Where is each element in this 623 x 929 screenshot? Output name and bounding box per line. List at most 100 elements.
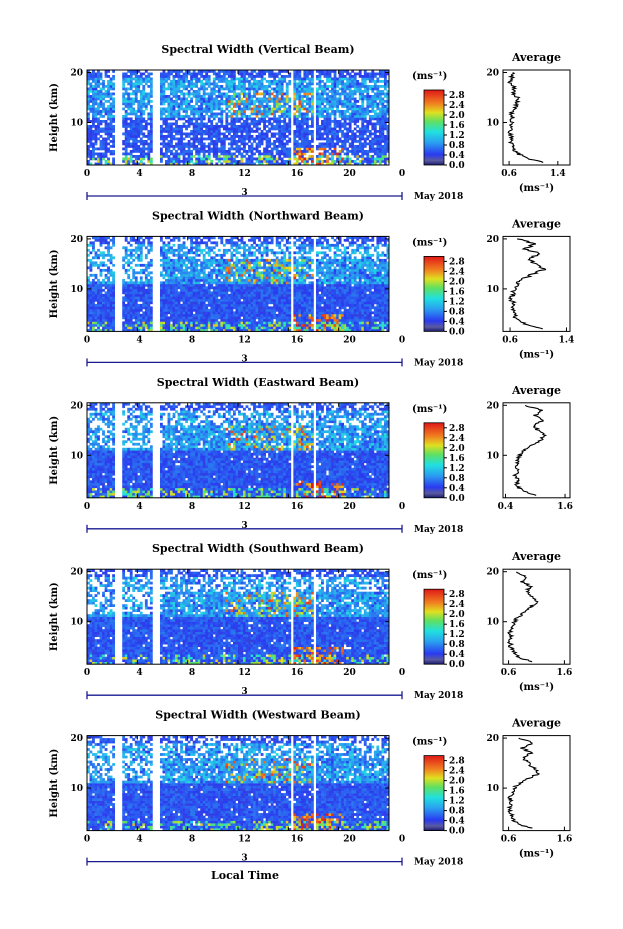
heatmap-cell [295, 301, 299, 305]
heatmap-cell [255, 326, 259, 330]
heatmap-cell [129, 130, 133, 133]
heatmap-cell [321, 318, 324, 322]
heatmap-cell [134, 318, 138, 322]
heatmap-cell [99, 303, 103, 307]
heatmap-cell [180, 75, 183, 78]
heatmap-cell [192, 117, 196, 121]
heatmap-cell [265, 326, 269, 330]
heatmap-cell [230, 318, 234, 322]
heatmap-cell [248, 298, 251, 302]
heatmap-cell [240, 147, 244, 151]
heatmap-cell [263, 157, 266, 161]
heatmap-cell [368, 308, 372, 312]
heatmap-cell [139, 122, 143, 126]
heatmap-cell [202, 321, 206, 325]
heatmap-cell [298, 95, 302, 98]
heatmap-cell [316, 130, 319, 133]
heatmap-cell [187, 117, 191, 121]
heatmap-cell [275, 301, 279, 305]
heatmap-cell [300, 112, 304, 116]
heatmap-cell [139, 152, 143, 156]
heatmap-cell [343, 97, 347, 101]
heatmap-cell [371, 85, 375, 88]
heatmap-cell [225, 130, 229, 133]
heatmap-cell [351, 115, 355, 118]
heatmap-cell [270, 157, 274, 161]
heatmap-cell [343, 115, 347, 118]
heatmap-cell [368, 117, 372, 121]
heatmap-cell [92, 100, 95, 103]
heatmap-cell [149, 87, 153, 91]
heatmap-cell [180, 127, 183, 131]
heatmap-cell [295, 95, 299, 98]
heatmap-cell [333, 313, 337, 317]
heatmap-cell [185, 313, 188, 317]
heatmap-cell [182, 298, 186, 302]
heatmap-cell [170, 145, 173, 148]
heatmap-cell [197, 90, 201, 93]
heatmap-cell [129, 120, 133, 123]
heatmap-cell [227, 313, 231, 317]
heatmap-cell [310, 308, 314, 312]
heatmap-cell [268, 140, 272, 143]
heatmap-cell [356, 301, 360, 305]
heatmap-cell [107, 142, 110, 146]
heatmap-cell [373, 75, 377, 78]
heatmap-cell [200, 311, 204, 315]
heatmap-cell [175, 102, 178, 106]
heatmap-cell [328, 85, 332, 88]
average-y-tick-label: 20 [486, 69, 499, 79]
heatmap-cell [99, 157, 103, 161]
heatmap-cell [89, 293, 93, 297]
heatmap-cell [197, 293, 201, 297]
heatmap-cell [356, 105, 360, 108]
heatmap-cell [243, 75, 246, 78]
heatmap-cell [280, 85, 284, 88]
heatmap-cell [175, 120, 178, 123]
heatmap-cell [321, 127, 324, 131]
heatmap-cell [235, 321, 239, 325]
heatmap-cell [273, 120, 277, 123]
heatmap-cell [202, 70, 206, 73]
heatmap-cell [182, 102, 186, 106]
heatmap-cell [190, 130, 193, 133]
heatmap-cell [283, 306, 287, 310]
heatmap-cell [134, 130, 138, 133]
heatmap-cell [248, 122, 251, 126]
heatmap-cell [177, 82, 181, 86]
heatmap-cell [107, 306, 110, 310]
heatmap-cell [258, 92, 261, 96]
heatmap-cell [328, 142, 332, 146]
heatmap-cell [89, 140, 93, 143]
heatmap-cell [300, 120, 304, 123]
heatmap-cell [144, 120, 148, 123]
heatmap-cell [298, 80, 302, 83]
heatmap-cell [351, 142, 355, 146]
heatmap-cell [205, 155, 209, 158]
heatmap-cell [175, 127, 178, 131]
heatmap-cell [260, 82, 264, 86]
heatmap-cell [343, 298, 347, 302]
heatmap-cell [147, 92, 151, 96]
heatmap-cell [175, 115, 178, 118]
y-tick-label: 10 [70, 119, 83, 129]
heatmap-cell [358, 70, 362, 73]
heatmap-cell [230, 70, 234, 73]
heatmap-cell [343, 117, 347, 121]
heatmap-cell [149, 72, 153, 76]
heatmap-cell [99, 142, 103, 146]
heatmap-cell [280, 162, 284, 166]
heatmap-cell [310, 82, 314, 86]
heatmap-cell [192, 115, 196, 118]
heatmap-cell [104, 95, 108, 98]
heatmap-cell [371, 316, 375, 320]
heatmap-cell [381, 308, 385, 312]
heatmap-cell [280, 152, 284, 156]
heatmap-cell [195, 85, 199, 88]
heatmap-cell [165, 303, 168, 307]
heatmap-cell [232, 147, 236, 151]
heatmap-cell [326, 117, 329, 121]
heatmap-cell [250, 152, 254, 156]
heatmap-cell [248, 328, 251, 332]
heatmap-cell [295, 150, 299, 153]
